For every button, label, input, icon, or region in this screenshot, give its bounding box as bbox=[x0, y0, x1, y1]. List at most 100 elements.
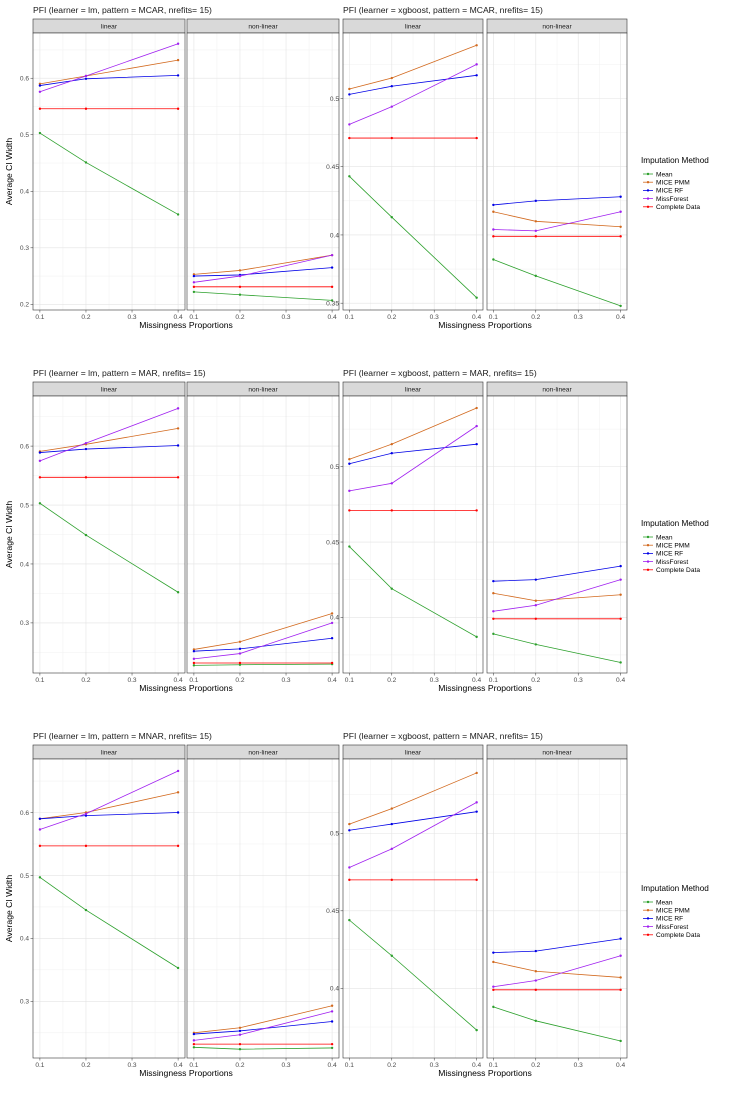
data-point bbox=[192, 649, 196, 653]
legend-item: MICE RF bbox=[643, 551, 683, 558]
legend-key-point bbox=[646, 205, 650, 208]
legend-item: MICE RF bbox=[643, 188, 683, 195]
facet-strip-label: linear bbox=[101, 749, 118, 756]
data-point bbox=[176, 791, 180, 794]
data-point bbox=[176, 58, 180, 62]
x-tick-label: 0.1 bbox=[189, 1062, 198, 1069]
legend-key-point bbox=[646, 197, 650, 200]
data-point bbox=[330, 1042, 334, 1046]
data-point bbox=[238, 1026, 242, 1029]
data-point bbox=[390, 76, 393, 80]
data-point bbox=[534, 274, 537, 278]
data-point bbox=[38, 844, 42, 848]
data-point bbox=[238, 1047, 242, 1051]
data-point bbox=[330, 637, 334, 640]
y-tick-label: 0.5 bbox=[330, 831, 339, 838]
legend-label: Complete Data bbox=[656, 567, 700, 574]
data-point bbox=[38, 131, 42, 135]
chart-2: PFI (learner = xgboost, pattern = MCAR, … bbox=[326, 5, 628, 330]
legend-label: MICE PMM bbox=[656, 543, 690, 550]
series-complete-data bbox=[192, 661, 334, 665]
y-tick-label: 0.35 bbox=[326, 300, 339, 307]
panel-border bbox=[32, 32, 186, 311]
x-tick-label: 0.2 bbox=[81, 1062, 90, 1069]
y-tick-label: 0.5 bbox=[330, 96, 339, 103]
legend-label: Mean bbox=[656, 534, 673, 541]
legend-item: MissForest bbox=[643, 559, 688, 566]
series-mean bbox=[192, 290, 334, 302]
legend-label: Mean bbox=[656, 171, 673, 178]
y-tick-label: 0.4 bbox=[330, 986, 339, 993]
legend-item: Mean bbox=[643, 534, 673, 541]
data-point bbox=[84, 908, 88, 912]
facet-strip-label: non-linear bbox=[542, 23, 572, 30]
data-point bbox=[84, 447, 88, 451]
facet-non-linear: non-linear 0.1 0.2 0.3 0.4 bbox=[486, 18, 628, 321]
facet-strip-label: non-linear bbox=[248, 23, 278, 30]
facet-strip-label: linear bbox=[101, 386, 118, 393]
data-point bbox=[330, 1046, 334, 1050]
data-point bbox=[475, 635, 478, 639]
facet-linear: linear 0.1 0.2 0.3 0.4 bbox=[342, 18, 484, 321]
x-tick-label: 0.2 bbox=[531, 1062, 540, 1069]
legend-label: Complete Data bbox=[656, 932, 700, 939]
data-point bbox=[176, 476, 180, 479]
legend-item: Complete Data bbox=[643, 932, 700, 939]
facet-strip-label: non-linear bbox=[542, 749, 572, 756]
facet-non-linear: non-linear 0.1 0.2 0.3 0.4 bbox=[186, 381, 340, 684]
data-point bbox=[348, 93, 351, 96]
facet-linear: linear 0.1 0.2 0.3 0.4 bbox=[342, 744, 484, 1069]
series-missforest bbox=[492, 578, 622, 613]
data-point bbox=[348, 918, 351, 922]
x-tick-label: 0.2 bbox=[235, 677, 244, 684]
data-point bbox=[38, 876, 42, 879]
data-point bbox=[84, 161, 88, 164]
data-point bbox=[38, 828, 42, 831]
x-tick-label: 0.3 bbox=[430, 1062, 439, 1069]
facet-linear: linear 0.1 0.2 0.3 0.4 bbox=[32, 18, 186, 321]
data-point bbox=[176, 74, 180, 77]
legend-item: MICE RF bbox=[643, 916, 683, 923]
legend-key-point bbox=[646, 544, 650, 547]
data-point bbox=[38, 107, 42, 110]
data-point bbox=[619, 210, 622, 213]
x-tick-label: 0.1 bbox=[489, 314, 498, 321]
legend-key-point bbox=[646, 909, 650, 912]
y-tick-label: 0.5 bbox=[20, 873, 29, 880]
data-point bbox=[492, 592, 495, 595]
data-point bbox=[238, 661, 242, 665]
series-mean bbox=[38, 876, 180, 970]
series-mice-pmm bbox=[348, 44, 478, 91]
data-point bbox=[238, 640, 242, 643]
data-point bbox=[238, 663, 242, 666]
y-tick-label: 0.3 bbox=[20, 999, 29, 1006]
y-axis-label: Average CI Width bbox=[4, 875, 14, 942]
data-point bbox=[475, 801, 478, 804]
series-complete-data bbox=[348, 136, 478, 140]
data-point bbox=[534, 199, 537, 203]
data-point bbox=[534, 220, 537, 223]
x-tick-label: 0.1 bbox=[345, 1062, 354, 1069]
series-missforest bbox=[38, 407, 180, 463]
data-point bbox=[84, 814, 88, 817]
data-point bbox=[619, 1039, 622, 1043]
series-mean bbox=[492, 632, 622, 664]
x-tick-label: 0.3 bbox=[574, 1062, 583, 1069]
x-tick-label: 0.2 bbox=[235, 1062, 244, 1069]
legend-item: MissForest bbox=[643, 196, 688, 203]
data-point bbox=[619, 617, 622, 621]
series-complete-data bbox=[38, 844, 180, 848]
data-point bbox=[390, 822, 393, 826]
x-tick-label: 0.4 bbox=[472, 677, 481, 684]
x-axis-label: Missingness Proportions bbox=[139, 320, 233, 330]
series-mice-rf bbox=[492, 564, 622, 583]
data-point bbox=[619, 304, 622, 308]
series-complete-data bbox=[192, 285, 334, 289]
x-tick-label: 0.4 bbox=[328, 314, 337, 321]
legend-key-point bbox=[646, 172, 650, 176]
legend-label: MICE PMM bbox=[656, 908, 690, 915]
series-mice-pmm bbox=[192, 612, 334, 651]
x-tick-label: 0.1 bbox=[35, 677, 44, 684]
x-tick-label: 0.4 bbox=[174, 314, 183, 321]
data-point bbox=[619, 976, 622, 979]
